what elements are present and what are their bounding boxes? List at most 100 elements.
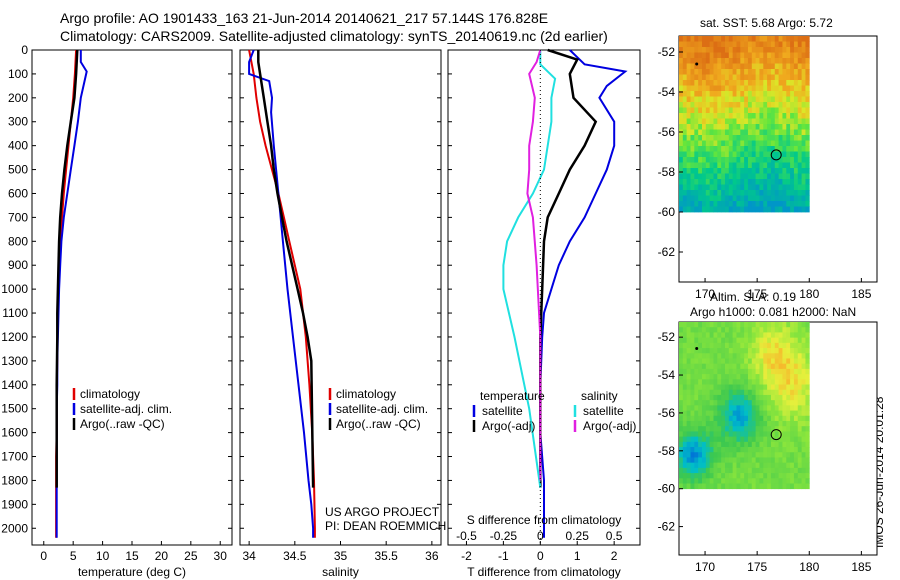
heatmap-cell	[713, 107, 718, 114]
heatmap-cell	[728, 441, 734, 448]
heatmap-cell	[801, 184, 806, 191]
heatmap-cell	[682, 420, 688, 427]
heatmap-cell	[782, 400, 787, 406]
heatmap-cell	[728, 184, 734, 191]
heatmap-cell	[801, 353, 806, 359]
heatmap-cell	[801, 63, 806, 70]
heatmap-cell	[724, 58, 730, 64]
heatmap-cell	[744, 206, 749, 213]
heatmap-cell	[713, 179, 718, 185]
heatmap-cell	[790, 129, 795, 136]
heatmap-cell	[793, 379, 799, 385]
heatmap-cell	[724, 379, 730, 385]
heatmap-cell	[778, 36, 783, 42]
heatmap-cell	[682, 168, 688, 174]
heatmap-cell	[679, 201, 684, 207]
heatmap-cell	[705, 58, 711, 64]
heatmap-cell	[705, 431, 711, 438]
heatmap-cell	[774, 69, 780, 75]
heatmap-cell	[686, 374, 691, 380]
heatmap-cell	[740, 394, 745, 401]
sst-map-ytick-label: -62	[658, 245, 676, 259]
heatmap-cell	[778, 63, 783, 70]
heatmap-cell	[774, 410, 780, 417]
heatmap-cell	[747, 384, 753, 391]
heatmap-cell	[744, 74, 749, 81]
heatmap-cell	[774, 36, 780, 42]
heatmap-cell	[705, 168, 711, 174]
sla-map-ytick-label: -52	[658, 330, 676, 344]
heatmap-cell	[797, 140, 802, 147]
heatmap-cell	[717, 162, 722, 169]
depth-tick-label: 1000	[1, 282, 28, 296]
heatmap-cell	[744, 69, 749, 75]
heatmap-cell	[747, 337, 753, 344]
heatmap-cell	[793, 201, 799, 207]
heatmap-cell	[705, 36, 711, 42]
heatmap-cell	[790, 467, 795, 474]
heatmap-cell	[767, 190, 772, 196]
heatmap-cell	[740, 415, 745, 422]
heatmap-cell	[747, 473, 753, 479]
heatmap-cell	[793, 405, 799, 411]
heatmap-cell	[740, 405, 745, 411]
heatmap-cell	[782, 415, 787, 422]
heatmap-cell	[797, 102, 802, 108]
heatmap-cell	[778, 415, 783, 422]
heatmap-cell	[786, 447, 791, 453]
heatmap-cell	[790, 206, 795, 213]
heatmap-cell	[721, 400, 726, 406]
heatmap-cell	[690, 368, 695, 375]
heatmap-cell	[786, 195, 791, 202]
heatmap-cell	[682, 135, 688, 141]
heatmap-cell	[721, 457, 726, 464]
heatmap-cell	[782, 195, 787, 202]
heatmap-cell	[721, 389, 726, 396]
heatmap-cell	[778, 107, 783, 114]
heatmap-cell	[709, 157, 714, 163]
heatmap-cell	[705, 420, 711, 427]
heatmap-cell	[755, 69, 760, 75]
heatmap-cell	[717, 452, 722, 458]
heatmap-cell	[740, 96, 745, 103]
heatmap-cell	[744, 327, 749, 333]
heatmap-cell	[759, 190, 764, 196]
heatmap-cell	[793, 342, 799, 349]
heatmap-cell	[679, 415, 684, 422]
heatmap-cell	[717, 173, 722, 180]
heatmap-cell	[751, 462, 757, 469]
heatmap-cell	[698, 47, 703, 53]
heatmap-cell	[805, 58, 810, 64]
heatmap-cell	[755, 146, 760, 152]
heatmap-cell	[713, 363, 718, 370]
heatmap-cell	[805, 410, 810, 417]
heatmap-cell	[751, 358, 757, 365]
heatmap-cell	[782, 363, 787, 370]
heatmap-cell	[801, 52, 806, 59]
heatmap-cell	[782, 384, 787, 391]
heatmap-cell	[713, 146, 718, 152]
heatmap-cell	[717, 368, 722, 375]
heatmap-cell	[721, 173, 726, 180]
heatmap-cell	[690, 436, 695, 443]
heatmap-cell	[790, 342, 795, 349]
heatmap-cell	[778, 113, 783, 119]
heatmap-cell	[751, 410, 757, 417]
heatmap-cell	[705, 195, 711, 202]
heatmap-cell	[682, 157, 688, 163]
heatmap-cell	[724, 462, 730, 469]
heatmap-cell	[744, 322, 749, 328]
heatmap-cell	[721, 74, 726, 81]
heatmap-cell	[713, 129, 718, 136]
heatmap-cell	[759, 36, 764, 42]
heatmap-cell	[713, 394, 718, 401]
heatmap-cell	[759, 389, 764, 396]
heatmap-cell	[740, 157, 745, 163]
heatmap-cell	[701, 363, 707, 370]
sst-map-small-dot	[695, 62, 699, 66]
heatmap-cell	[805, 353, 810, 359]
heatmap-cell	[690, 96, 695, 103]
heatmap-cell	[679, 353, 684, 359]
heatmap-cell	[786, 342, 791, 349]
heatmap-cell	[721, 129, 726, 136]
